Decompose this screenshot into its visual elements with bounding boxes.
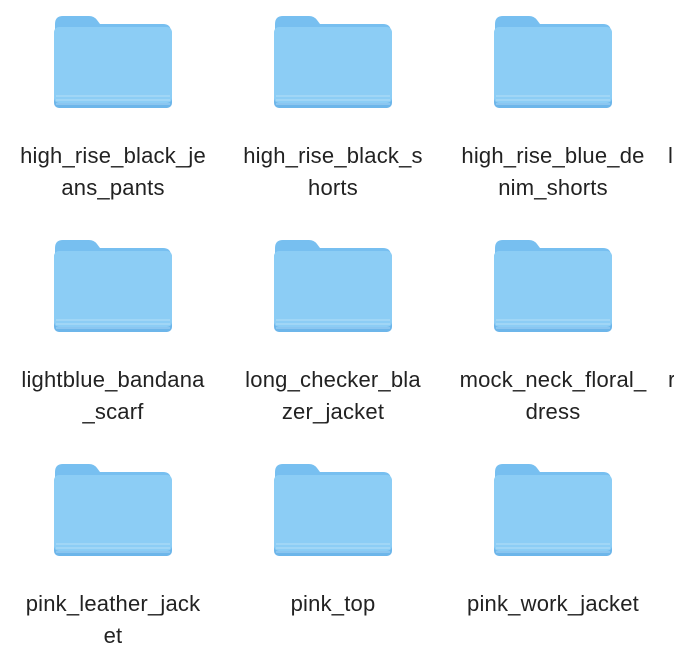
folder-name-line: zer_jacket [281, 399, 385, 424]
folder-name-line: lightblue_bandana [21, 367, 205, 392]
folder-name-line: ans_pants [61, 175, 165, 200]
folder-name[interactable]: lightblue_bandana _scarf [8, 364, 218, 428]
partial-folder-name[interactable]: r [668, 367, 674, 392]
folder-item[interactable]: long_checker_bla zer_jacket [228, 224, 438, 434]
folder-item[interactable]: mock_neck_floral_ dress [448, 224, 658, 434]
folder-icon[interactable] [493, 238, 613, 334]
folder-icon[interactable] [273, 238, 393, 334]
folder-item[interactable]: pink_leather_jack et [8, 448, 218, 664]
folder-name[interactable]: high_rise_black_s horts [228, 140, 438, 204]
folder-name[interactable]: pink_top [228, 588, 438, 620]
folder-name-line: mock_neck_floral_ [459, 367, 647, 392]
folder-name-line: nim_shorts [498, 175, 608, 200]
folder-icon[interactable] [53, 238, 173, 334]
folder-item[interactable]: lightblue_bandana _scarf [8, 224, 218, 434]
partial-folder-name[interactable]: l [668, 143, 673, 168]
folder-name[interactable]: high_rise_blue_de nim_shorts [448, 140, 658, 204]
folder-icon[interactable] [493, 14, 613, 110]
folder-name-line: pink_work_jacket [467, 591, 639, 616]
folder-item[interactable]: pink_work_jacket [448, 448, 658, 664]
folder-item[interactable]: high_rise_black_je ans_pants [8, 0, 218, 210]
folder-name-line: long_checker_bla [245, 367, 421, 392]
folder-name-line: high_rise_black_je [20, 143, 206, 168]
folder-name-line: high_rise_black_s [243, 143, 423, 168]
folder-name-line: dress [525, 399, 581, 424]
folder-name[interactable]: long_checker_bla zer_jacket [228, 364, 438, 428]
folder-icon[interactable] [53, 462, 173, 558]
folder-item[interactable]: high_rise_blue_de nim_shorts [448, 0, 658, 210]
folder-icon[interactable] [273, 462, 393, 558]
folder-name[interactable]: high_rise_black_je ans_pants [8, 140, 218, 204]
folder-name-line: pink_leather_jack [25, 591, 201, 616]
folder-name[interactable]: pink_work_jacket [448, 588, 658, 620]
folder-name-line: high_rise_blue_de [461, 143, 645, 168]
folder-name-line: et [103, 623, 123, 648]
folder-icon[interactable] [53, 14, 173, 110]
folder-item[interactable]: pink_top [228, 448, 438, 664]
folder-icon[interactable] [493, 462, 613, 558]
folder-name[interactable]: mock_neck_floral_ dress [448, 364, 658, 428]
folder-name-line: horts [308, 175, 358, 200]
folder-name-line: _scarf [82, 399, 144, 424]
folder-name[interactable]: pink_leather_jack et [8, 588, 218, 652]
folder-item[interactable]: high_rise_black_s horts [228, 0, 438, 210]
folder-name-line: pink_top [290, 591, 376, 616]
folder-icon[interactable] [273, 14, 393, 110]
